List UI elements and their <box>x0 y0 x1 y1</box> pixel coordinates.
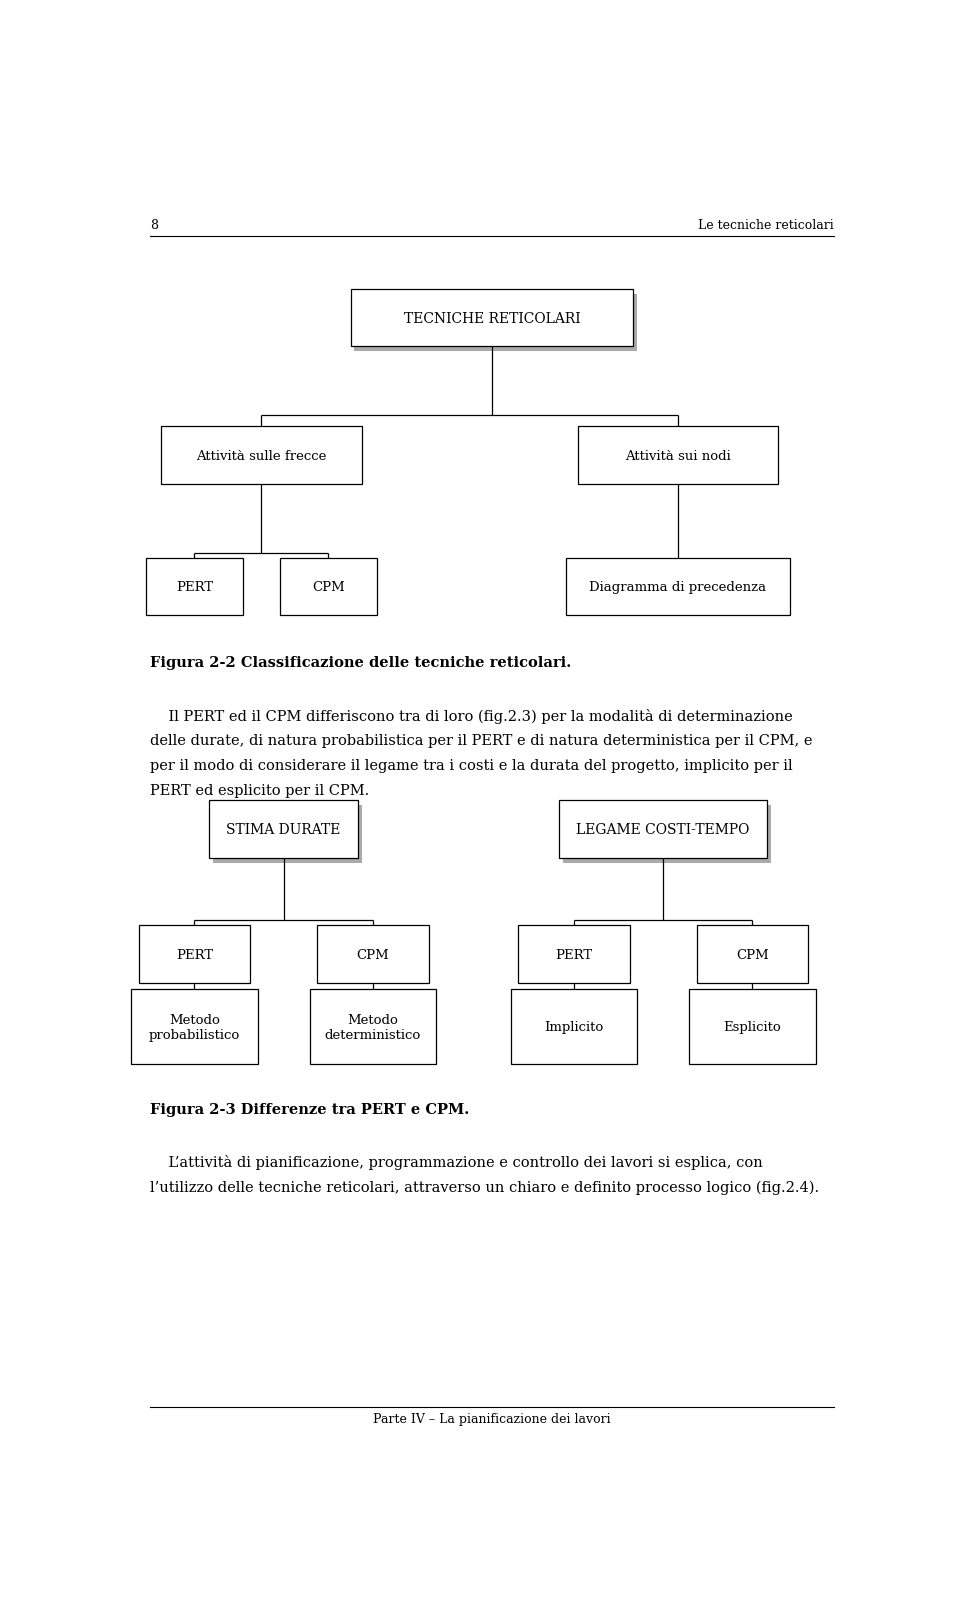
FancyBboxPatch shape <box>146 558 243 615</box>
Text: PERT ed esplicito per il CPM.: PERT ed esplicito per il CPM. <box>150 784 369 797</box>
FancyBboxPatch shape <box>317 925 429 984</box>
Text: CPM: CPM <box>356 948 390 961</box>
Text: TECNICHE RETICOLARI: TECNICHE RETICOLARI <box>404 312 580 326</box>
Text: Figura 2-3 Differenze tra PERT e CPM.: Figura 2-3 Differenze tra PERT e CPM. <box>150 1102 469 1117</box>
Text: PERT: PERT <box>176 581 213 594</box>
FancyBboxPatch shape <box>354 295 637 352</box>
Text: l’utilizzo delle tecniche reticolari, attraverso un chiaro e definito processo l: l’utilizzo delle tecniche reticolari, at… <box>150 1180 819 1195</box>
Text: CPM: CPM <box>312 581 345 594</box>
Text: LEGAME COSTI-TEMPO: LEGAME COSTI-TEMPO <box>576 823 750 836</box>
FancyBboxPatch shape <box>578 427 779 485</box>
FancyBboxPatch shape <box>559 800 767 859</box>
FancyBboxPatch shape <box>310 990 436 1065</box>
Text: Esplicito: Esplicito <box>724 1021 781 1034</box>
Text: Le tecniche reticolari: Le tecniche reticolari <box>699 219 834 232</box>
Text: Attività sulle frecce: Attività sulle frecce <box>196 450 326 463</box>
Text: Metodo
probabilistico: Metodo probabilistico <box>149 1013 240 1040</box>
Text: Figura 2-2 Classificazione delle tecniche reticolari.: Figura 2-2 Classificazione delle tecnich… <box>150 656 571 670</box>
FancyBboxPatch shape <box>689 990 816 1065</box>
Text: Metodo
deterministico: Metodo deterministico <box>324 1013 421 1040</box>
Text: delle durate, di natura probabilistica per il PERT e di natura deterministica pe: delle durate, di natura probabilistica p… <box>150 734 812 747</box>
FancyBboxPatch shape <box>132 990 257 1065</box>
FancyBboxPatch shape <box>511 990 637 1065</box>
Text: Attività sui nodi: Attività sui nodi <box>625 450 731 463</box>
Text: CPM: CPM <box>736 948 769 961</box>
FancyBboxPatch shape <box>161 427 362 485</box>
FancyBboxPatch shape <box>138 925 251 984</box>
FancyBboxPatch shape <box>697 925 808 984</box>
Text: 8: 8 <box>150 219 157 232</box>
FancyBboxPatch shape <box>209 800 358 859</box>
FancyBboxPatch shape <box>518 925 630 984</box>
Text: L’attività di pianificazione, programmazione e controllo dei lavori si esplica, : L’attività di pianificazione, programmaz… <box>150 1154 762 1170</box>
Text: per il modo di considerare il legame tra i costi e la durata del progetto, impli: per il modo di considerare il legame tra… <box>150 758 792 773</box>
FancyBboxPatch shape <box>213 807 362 863</box>
FancyBboxPatch shape <box>350 291 634 347</box>
Text: PERT: PERT <box>555 948 592 961</box>
Text: Parte IV – La pianificazione dei lavori: Parte IV – La pianificazione dei lavori <box>373 1412 611 1425</box>
Text: Il PERT ed il CPM differiscono tra di loro (fig.2.3) per la modalità di determin: Il PERT ed il CPM differiscono tra di lo… <box>150 708 793 724</box>
FancyBboxPatch shape <box>563 807 771 863</box>
FancyBboxPatch shape <box>280 558 376 615</box>
Text: STIMA DURATE: STIMA DURATE <box>227 823 341 836</box>
Text: Implicito: Implicito <box>544 1021 604 1034</box>
Text: PERT: PERT <box>176 948 213 961</box>
Text: Diagramma di precedenza: Diagramma di precedenza <box>589 581 767 594</box>
FancyBboxPatch shape <box>566 558 789 615</box>
